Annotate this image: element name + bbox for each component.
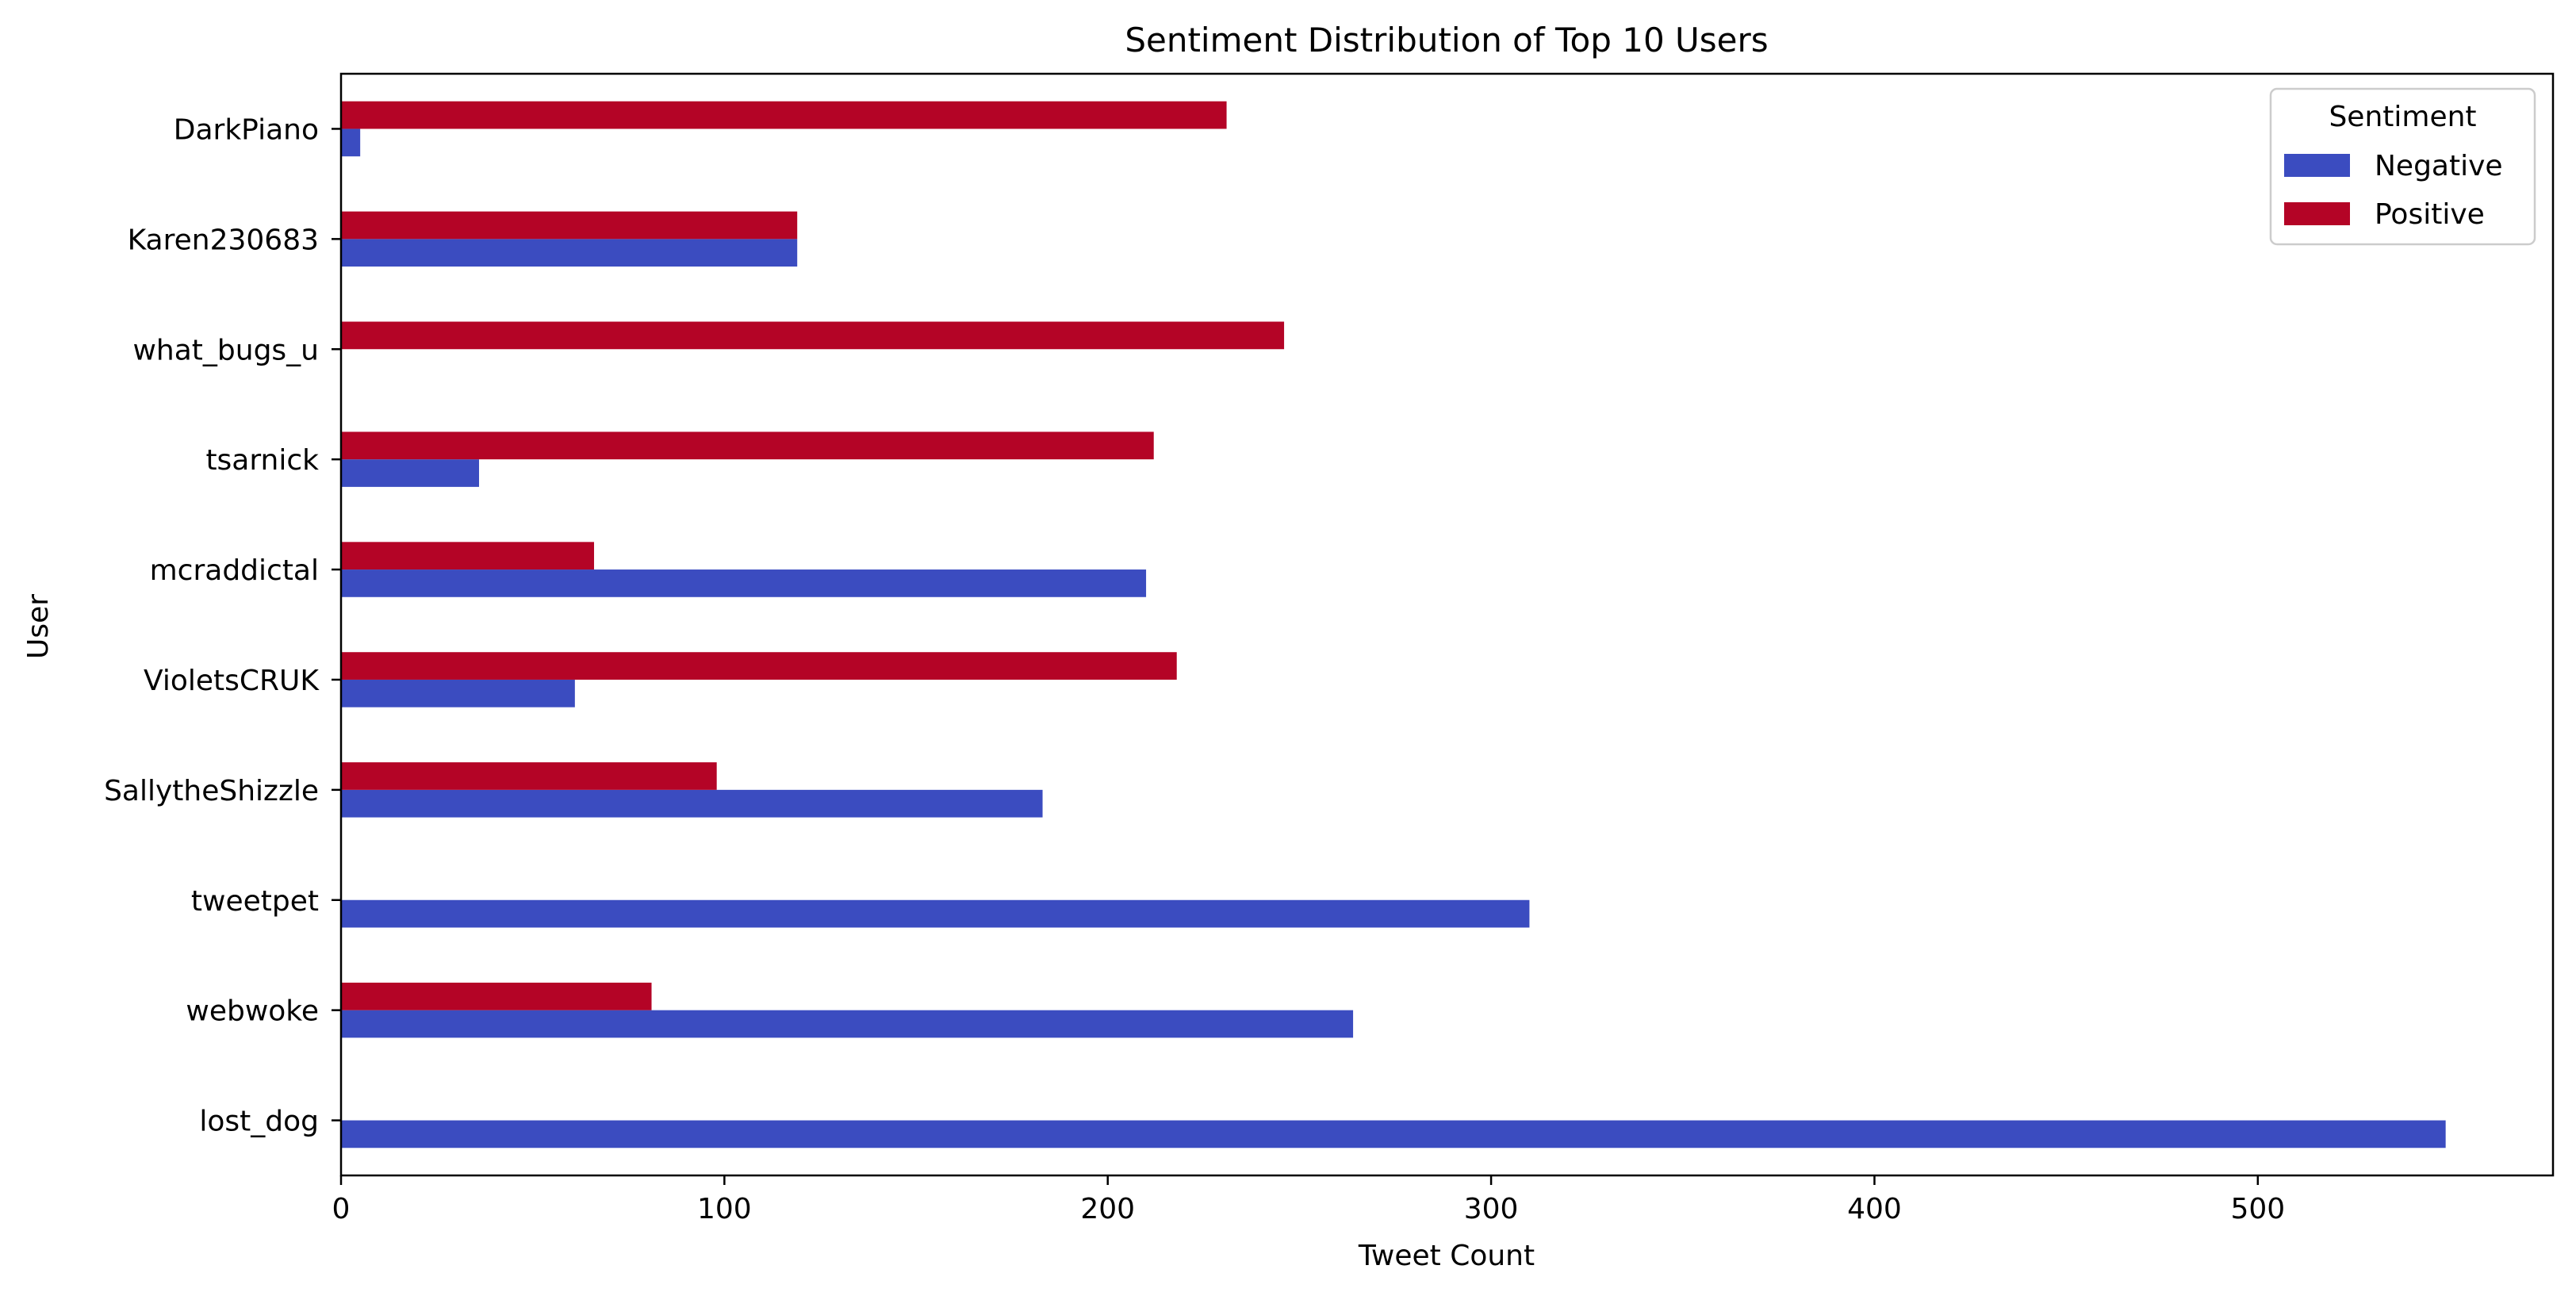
- y-tick-label: lost_dog: [199, 1106, 319, 1138]
- bar-negative-sallytheshizzle: [341, 789, 1043, 818]
- x-axis-label: Tweet Count: [1358, 1240, 1535, 1272]
- bar-positive-darkpiano: [341, 101, 1227, 129]
- y-tick-label: tweetpet: [191, 885, 319, 918]
- y-tick-label: VioletsCRUK: [144, 665, 320, 697]
- legend-swatch-negative: [2284, 154, 2350, 177]
- bar-negative-lost_dog: [341, 1120, 2446, 1148]
- bar-positive-violetscruk: [341, 652, 1177, 680]
- x-tick-label: 200: [1080, 1193, 1135, 1225]
- bar-positive-karen230683: [341, 211, 798, 240]
- bar-positive-sallytheshizzle: [341, 762, 717, 790]
- y-tick-label: mcraddictal: [150, 554, 319, 587]
- bar-negative-tsarnick: [341, 459, 480, 487]
- x-axis: 0 100 200 300 400 500: [332, 1175, 2285, 1225]
- bar-negative-violetscruk: [341, 679, 575, 707]
- y-axis-label: User: [22, 594, 55, 659]
- y-tick-label: Karen230683: [128, 224, 319, 256]
- plot-frame: [339, 72, 2555, 1177]
- legend-swatch-positive: [2284, 202, 2350, 225]
- bar-positive-webwoke: [341, 982, 652, 1010]
- y-axis: lost_dog webwoke tweetpet SallytheShizzle Vi…: [104, 113, 341, 1138]
- legend-label-positive: Positive: [2375, 198, 2485, 231]
- y-tick-label: what_bugs_u: [132, 334, 319, 366]
- x-tick-label: 400: [1847, 1193, 1902, 1225]
- y-tick-label: tsarnick: [205, 444, 319, 477]
- y-tick-label: DarkPiano: [174, 113, 319, 146]
- x-tick-label: 100: [697, 1193, 752, 1225]
- x-tick-label: 0: [332, 1193, 351, 1225]
- y-tick-label: SallytheShizzle: [104, 775, 319, 807]
- bar-negative-webwoke: [341, 1010, 1354, 1038]
- chart-title: Sentiment Distribution of Top 10 Users: [1125, 21, 1768, 59]
- x-tick-label: 300: [1464, 1193, 1519, 1225]
- bar-negative-karen230683: [341, 239, 798, 267]
- bar-positive-mcraddictal: [341, 542, 595, 570]
- bar-negative-tweetpet: [341, 899, 1530, 928]
- y-tick-label: webwoke: [186, 995, 319, 1028]
- bars-group: [341, 101, 2446, 1148]
- legend-title: Sentiment: [2329, 101, 2476, 133]
- bar-negative-mcraddictal: [341, 569, 1147, 597]
- bar-negative-darkpiano: [341, 128, 361, 157]
- bar-positive-tsarnick: [341, 431, 1154, 460]
- legend-label-negative: Negative: [2375, 150, 2503, 182]
- x-tick-label: 500: [2230, 1193, 2285, 1225]
- legend: Sentiment Negative Positive: [2269, 87, 2536, 246]
- bar-positive-what_bugs_u: [341, 321, 1285, 350]
